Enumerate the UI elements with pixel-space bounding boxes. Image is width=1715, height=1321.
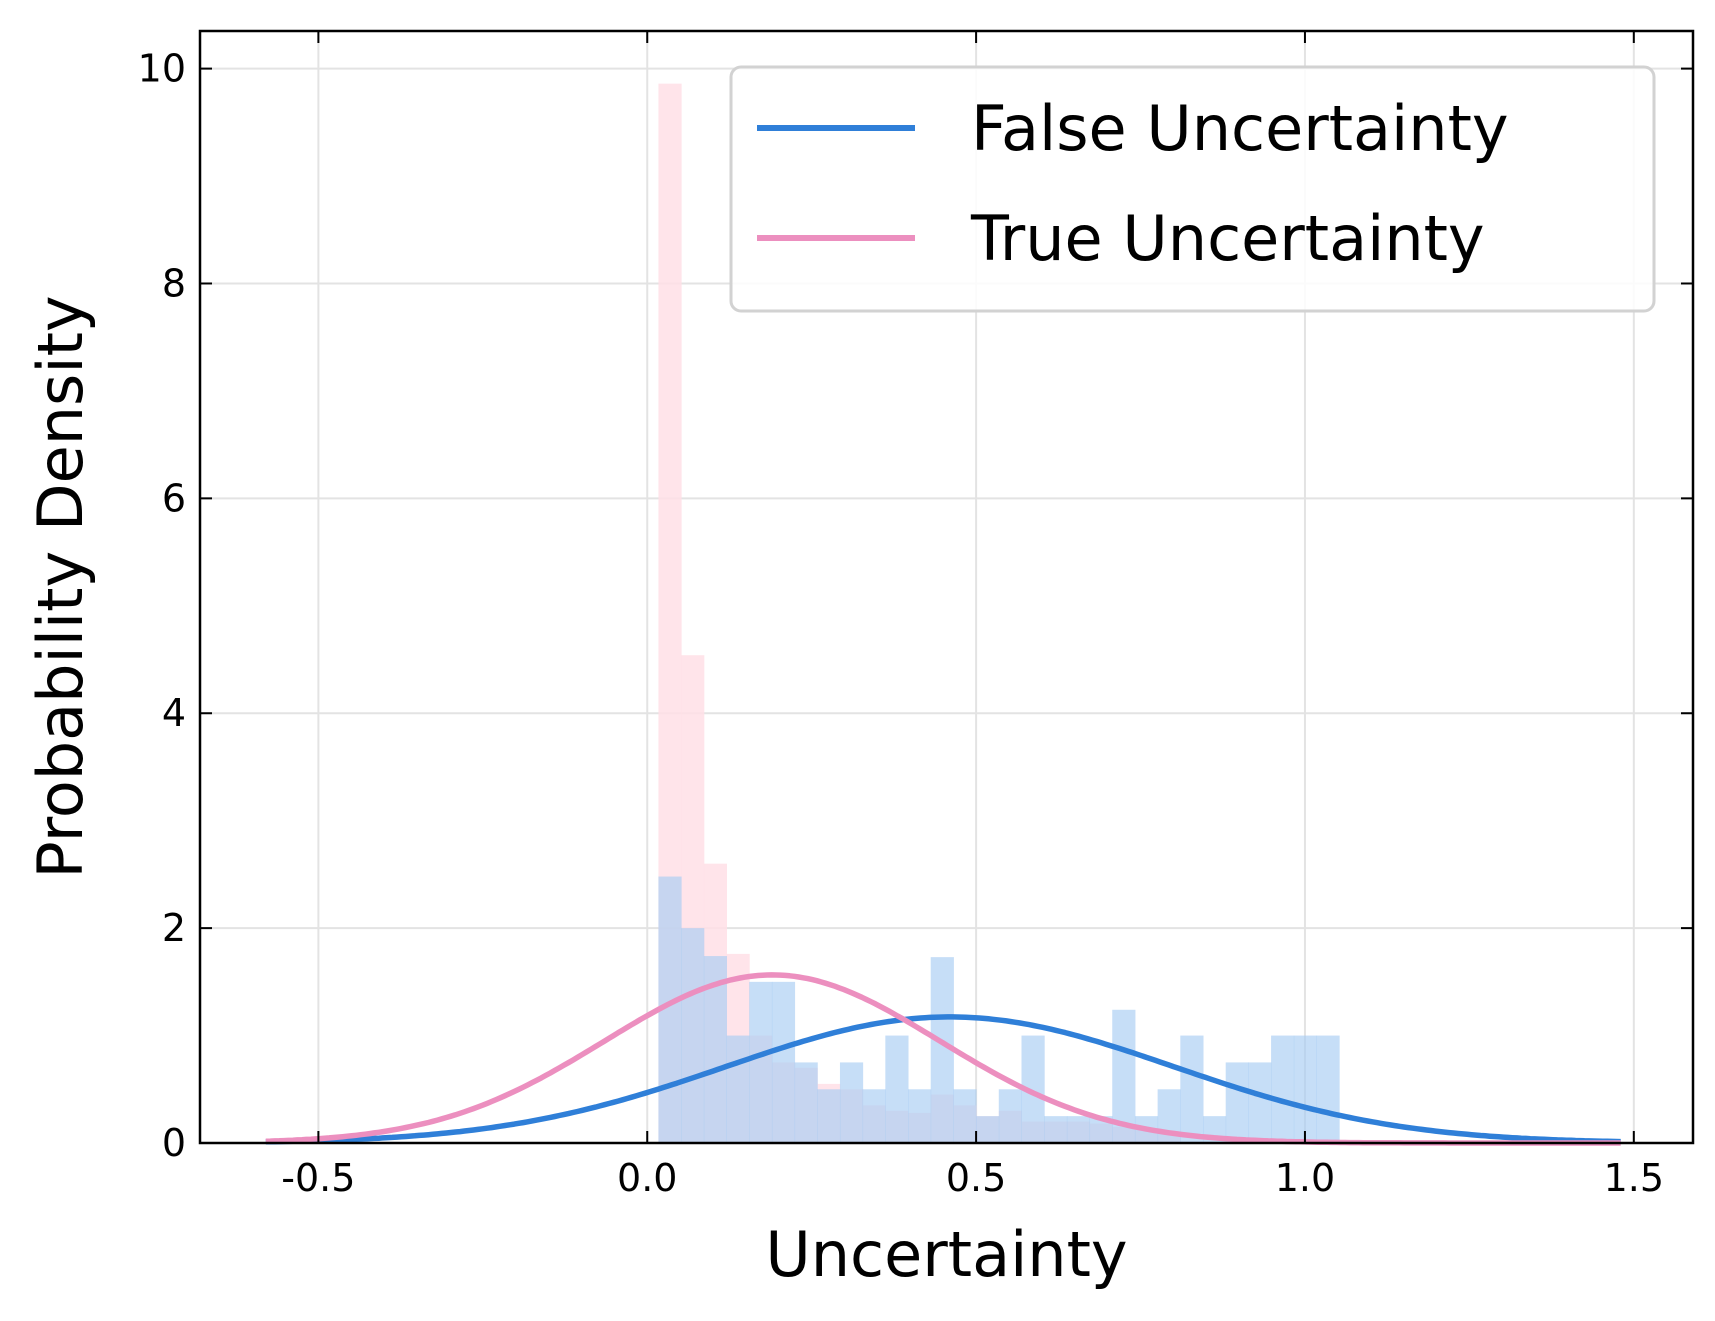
false-uncertainty-hist-bar: [681, 928, 705, 1143]
false-uncertainty-hist-bar: [1225, 1062, 1249, 1143]
false-uncertainty-hist-bar: [1021, 1035, 1045, 1143]
y-tick-label: 4: [162, 691, 186, 735]
y-axis-title: Probability Density: [24, 295, 97, 878]
false-uncertainty-hist-bar: [771, 981, 796, 1143]
x-tick-label: 1.0: [1275, 1156, 1335, 1200]
x-tick-label: -0.5: [281, 1156, 355, 1200]
false-uncertainty-hist-bar: [953, 1089, 977, 1143]
false-uncertainty-hist-bar: [703, 956, 727, 1143]
false-uncertainty-hist-bar: [1112, 1009, 1136, 1143]
x-tick-label: 0.0: [617, 1156, 677, 1200]
x-axis-title: Uncertainty: [765, 1218, 1127, 1291]
false-uncertainty-fit-line: [265, 1014, 1621, 1145]
false-uncertainty-hist-bar: [862, 1089, 886, 1143]
legend: False Uncertainty True Uncertainty: [729, 65, 1656, 313]
false-uncertainty-hist-bar: [1271, 1035, 1295, 1143]
y-tick-label: 2: [162, 906, 186, 950]
false-uncertainty-hist-bar: [1180, 1035, 1204, 1143]
axis-ticks: -0.5 0.0 0.5 1.0 1.5 0 2 4 6 8 10: [138, 31, 1693, 1200]
false-uncertainty-hist-bar: [1044, 1116, 1068, 1143]
legend-label-true: True Uncertainty: [970, 202, 1485, 275]
plot-frame: [198, 29, 1695, 1145]
x-tick-label: 0.5: [946, 1156, 1006, 1200]
y-tick-label: 10: [138, 47, 186, 91]
false-uncertainty-hist-bar: [1248, 1062, 1272, 1143]
false-uncertainty-hist-bar: [794, 1062, 818, 1143]
false-uncertainty-hist-bar: [817, 1089, 841, 1143]
y-tick-label: 0: [162, 1121, 186, 1165]
y-tick-label: 6: [162, 476, 186, 520]
legend-box: [729, 65, 1656, 313]
false-uncertainty-hist-bar: [839, 1062, 864, 1143]
false-uncertainty-hist-bar: [749, 981, 773, 1143]
false-uncertainty-hist-bar: [658, 876, 682, 1143]
false-uncertainty-hist-bar: [885, 1035, 909, 1143]
false-uncertainty-hist-bar: [930, 957, 954, 1143]
false-uncertainty-hist-bar: [726, 1035, 750, 1143]
false-uncertainty-hist-bar: [908, 1089, 932, 1143]
false-uncertainty-hist-bar: [998, 1089, 1022, 1143]
false-uncertainty-hist-bar: [1316, 1035, 1340, 1143]
false-uncertainty-hist-bar: [976, 1116, 1000, 1143]
legend-label-false: False Uncertainty: [971, 92, 1509, 165]
x-tick-label: 1.5: [1604, 1156, 1664, 1200]
y-tick-label: 8: [162, 261, 186, 305]
false-uncertainty-hist-bar: [1293, 1035, 1317, 1143]
false-uncertainty-hist-bar: [1066, 1116, 1091, 1143]
